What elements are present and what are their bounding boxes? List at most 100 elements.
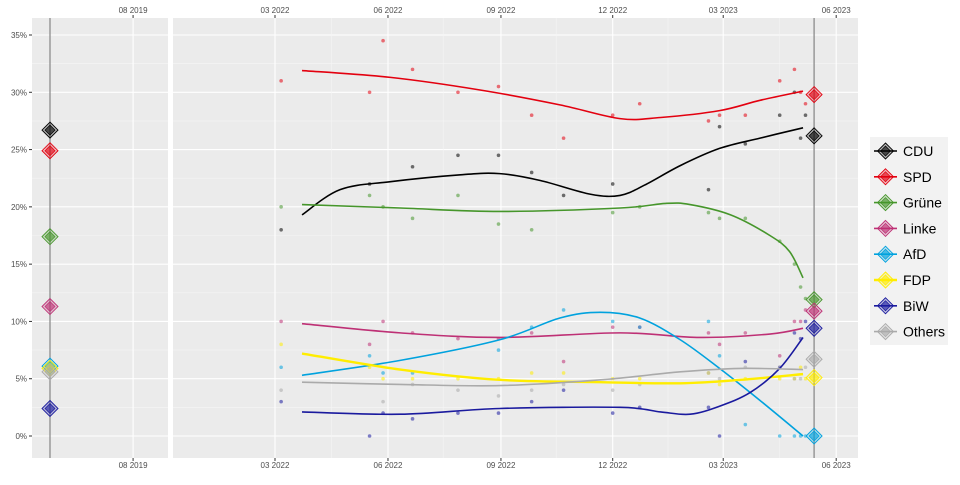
result-2023-cdu	[805, 127, 823, 145]
poll-point-biw	[529, 399, 534, 404]
poll-point-linke	[561, 359, 566, 364]
poll-point-fdp	[529, 371, 534, 375]
poll-point-others	[279, 388, 283, 392]
result-2023-grüne	[805, 291, 823, 309]
trend-line-others	[301, 367, 804, 387]
diamond-inner-icon	[880, 171, 891, 183]
trend-line-cdu	[301, 127, 804, 216]
poll-point-cdu	[798, 136, 803, 140]
x-tick-label-top: 08 2019	[119, 6, 148, 15]
result-2023-biw	[805, 319, 823, 337]
legend-label: BiW	[903, 298, 929, 314]
poll-point-grüne	[798, 285, 803, 289]
poll-point-linke	[610, 325, 615, 329]
poll-point-grüne	[717, 216, 722, 221]
poll-point-fdp	[279, 342, 283, 347]
x-tick-label-bottom: 12 2022	[598, 461, 627, 470]
result-2019-cdu	[41, 121, 59, 139]
result-2023-fdp	[805, 368, 823, 387]
diamond-inner-icon	[880, 222, 891, 234]
poll-point-spd	[381, 38, 385, 43]
diamond-inner-icon	[880, 197, 891, 209]
poll-point-cdu	[706, 187, 711, 192]
diamond-inner-icon	[44, 124, 56, 136]
poll-point-spd	[743, 113, 748, 117]
legend-item-grüne: Grüne	[874, 193, 942, 212]
x-tick-label-top: 03 2023	[709, 6, 738, 15]
poll-point-others	[561, 382, 566, 387]
legend-key	[876, 142, 895, 160]
poll-point-fdp	[717, 382, 722, 387]
legend: CDU SPD Grüne Linke AfD FDP BiW Others	[870, 137, 948, 345]
poll-point-linke	[777, 354, 782, 358]
poll-point-linke	[529, 331, 534, 335]
x-tick-label-top: 09 2022	[486, 6, 515, 15]
poll-point-spd	[706, 119, 711, 123]
diamond-inner-icon	[44, 403, 56, 414]
poll-point-afd	[496, 348, 501, 352]
x-tick-label-bottom: 06 2022	[374, 461, 403, 470]
legend-key	[876, 219, 895, 238]
poll-point-others	[529, 388, 534, 392]
poll-point-linke	[798, 319, 803, 324]
diamond-inner-icon	[808, 130, 820, 142]
poll-point-grüne	[456, 193, 460, 198]
poll-point-grüne	[743, 216, 748, 221]
poll-point-afd	[279, 365, 283, 370]
poll-point-linke	[279, 319, 283, 324]
diamond-inner-icon	[880, 248, 891, 260]
poll-point-grüne	[706, 210, 711, 215]
poll-point-others	[706, 371, 711, 375]
poll-point-cdu	[777, 113, 782, 117]
x-tick-label-bottom: 03 2022	[261, 461, 290, 470]
diamond-inner-icon	[44, 231, 56, 243]
poll-point-spd	[561, 136, 566, 140]
poll-point-others	[381, 399, 385, 404]
y-tick-label: 20%	[11, 203, 27, 212]
legend-item-cdu: CDU	[874, 142, 933, 160]
poll-point-biw	[610, 411, 615, 415]
y-tick-label: 0%	[15, 432, 27, 441]
poll-point-biw	[456, 411, 460, 415]
legend-item-biw: BiW	[874, 297, 929, 315]
x-tick-label-bottom: 03 2023	[709, 461, 738, 470]
poll-point-afd	[743, 422, 748, 427]
poll-point-biw	[706, 405, 711, 410]
poll-point-others	[803, 365, 808, 370]
poll-point-biw	[410, 417, 415, 421]
legend-item-afd: AfD	[874, 245, 926, 263]
poll-point-biw	[496, 411, 501, 415]
legend-item-fdp: FDP	[874, 271, 931, 289]
result-2023-linke	[805, 302, 823, 320]
diamond-inner-icon	[44, 366, 56, 378]
poll-point-afd	[610, 319, 615, 324]
legend-label: Grüne	[903, 195, 942, 211]
poll-point-others	[792, 376, 797, 381]
x-tick-label-top: 03 2022	[261, 6, 290, 15]
poll-point-biw	[717, 434, 722, 438]
gridlines	[32, 18, 858, 458]
legend-label: SPD	[903, 169, 932, 185]
legend-label: AfD	[903, 246, 926, 262]
trend-line-linke	[301, 322, 804, 339]
poll-point-spd	[529, 113, 534, 117]
diamond-inner-icon	[808, 353, 820, 365]
diamond-inner-icon	[808, 322, 820, 334]
result-2023-spd	[805, 85, 823, 104]
poll-point-afd	[777, 434, 782, 438]
x-tick-label-top: 12 2022	[598, 6, 627, 15]
y-tick-label: 35%	[11, 31, 27, 40]
y-tick-label: 10%	[11, 317, 27, 326]
diamond-inner-icon	[44, 301, 56, 313]
legend-label: Others	[903, 324, 945, 340]
diamond-inner-icon	[880, 145, 891, 157]
diamond-inner-icon	[808, 294, 820, 306]
poll-point-cdu	[610, 182, 615, 186]
poll-point-others	[496, 394, 501, 398]
y-tick-label: 30%	[11, 88, 27, 97]
diamond-inner-icon	[880, 300, 891, 312]
poll-point-linke	[381, 319, 385, 324]
poll-point-biw	[743, 359, 748, 364]
legend-label: Linke	[903, 220, 937, 236]
poll-point-grüne	[279, 205, 283, 209]
